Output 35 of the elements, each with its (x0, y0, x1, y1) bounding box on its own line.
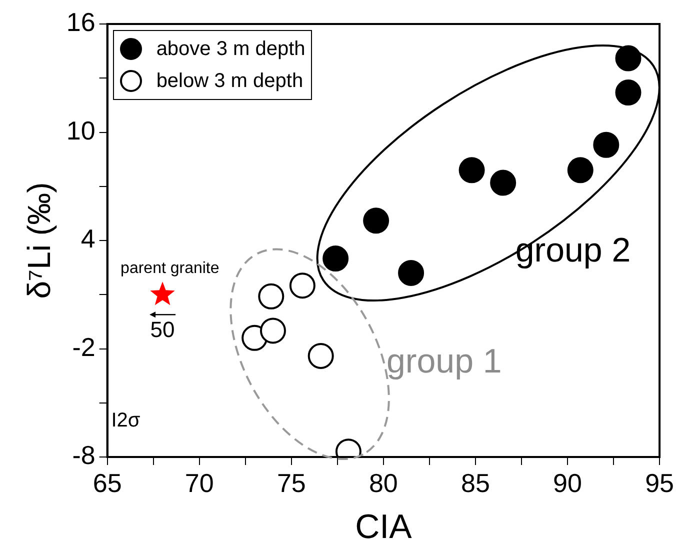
annotation: 50 (150, 316, 175, 342)
point (150, 282, 175, 306)
point (322, 246, 349, 272)
y-tick-label: 4 (80, 224, 96, 254)
y-tick-label: -8 (72, 440, 96, 470)
x-tick-label: 85 (461, 468, 490, 498)
annotation: group 1 (386, 342, 502, 381)
point (615, 80, 642, 106)
y-tick-label: 16 (66, 7, 96, 38)
point (363, 208, 390, 234)
x-tick-label: 95 (645, 468, 674, 498)
point (615, 45, 642, 72)
point (567, 157, 594, 184)
point (289, 272, 316, 299)
y-tick-label: 10 (66, 115, 96, 146)
x-tick-label: 75 (276, 468, 306, 498)
legend-label: above 3 m depth (156, 37, 306, 62)
x-tick-label: 90 (553, 468, 582, 498)
annotation: group 2 (515, 232, 631, 270)
point (398, 260, 424, 286)
point (308, 342, 334, 369)
x-tick-label: 80 (368, 468, 398, 498)
point (490, 170, 516, 196)
point (458, 157, 485, 184)
annotation: parent granite (120, 260, 220, 277)
point (593, 132, 620, 158)
legend-label: below 3 m depth (156, 69, 304, 94)
y-tick-label: -2 (72, 332, 96, 362)
point (258, 283, 284, 310)
x-tick-label: 70 (184, 468, 214, 498)
x-axis-title: CIA (355, 508, 412, 546)
annotation: I2σ (111, 409, 141, 432)
point (260, 318, 286, 344)
x-tick-label: 65 (92, 468, 122, 498)
y-axis-title: δ⁷Li (‰) (21, 182, 58, 299)
